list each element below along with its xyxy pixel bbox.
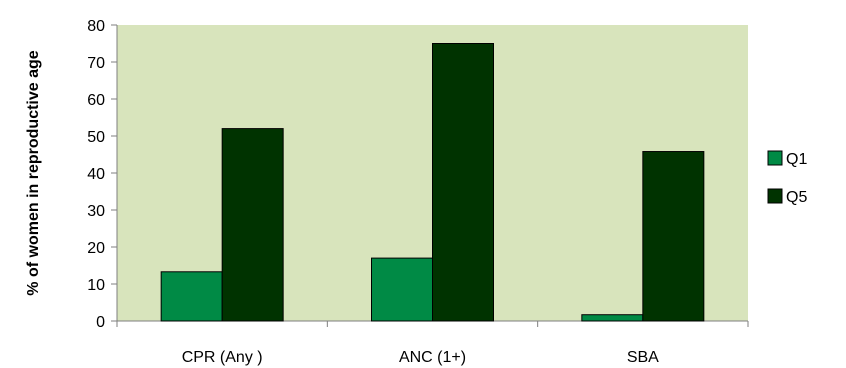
x-tick-label: ANC (1+)	[399, 349, 466, 366]
bar-q5-0	[221, 128, 284, 322]
bars	[160, 43, 705, 322]
x-tick-label: CPR (Any )	[182, 349, 263, 366]
y-tick-label: 80	[87, 18, 105, 35]
legend-label-q1: Q1	[786, 151, 807, 168]
y-tick-label: 40	[87, 166, 105, 183]
bar-q1-2	[581, 314, 644, 322]
legend-swatch-q1	[767, 150, 783, 166]
category-labels: CPR (Any ) ANC (1+) SBA	[182, 349, 659, 366]
bar-q5-1	[432, 43, 494, 322]
y-tick-label: 70	[87, 55, 105, 72]
legend: Q1 Q5	[767, 150, 807, 206]
bar-q1-0	[160, 271, 223, 322]
x-tick-label: SBA	[627, 349, 659, 366]
bar-q5-2	[642, 151, 705, 322]
bar-q1-1	[371, 257, 433, 322]
y-tick-label: 20	[87, 240, 105, 257]
y-tick-label: 60	[87, 92, 105, 109]
x-axis	[116, 320, 749, 327]
y-tick-label: 10	[87, 277, 105, 294]
y-tick-label: 50	[87, 129, 105, 146]
y-axis: 0 10 20 30 40 50 60 70 80	[87, 18, 118, 331]
y-tick-label: 30	[87, 203, 105, 220]
legend-label-q5: Q5	[786, 189, 807, 206]
y-tick-label: 0	[96, 314, 105, 331]
legend-swatch-q5	[767, 188, 783, 204]
y-axis-label: % of women in reproductive age	[25, 50, 42, 295]
